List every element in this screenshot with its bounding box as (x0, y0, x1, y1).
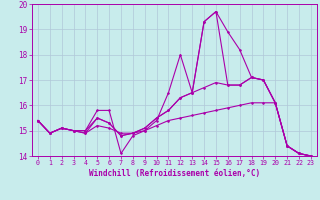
X-axis label: Windchill (Refroidissement éolien,°C): Windchill (Refroidissement éolien,°C) (89, 169, 260, 178)
